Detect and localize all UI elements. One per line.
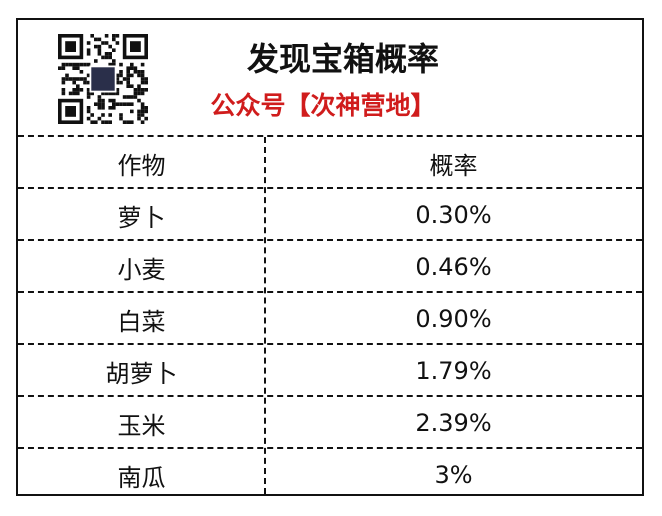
page-title: 发现宝箱概率 [246,40,439,78]
table-row: 萝卜 0.30% [18,187,642,241]
table-row: 玉米 2.39% [18,395,642,449]
crop-name: 玉米 [117,411,166,440]
probability-table: 发现宝箱概率 公众号【次神营地】 作物 概率 萝卜 0.30% 小麦 0.46% 白菜 0… [16,18,644,496]
crop-name: 萝卜 [117,203,166,232]
table-row: 白菜 0.90% [18,291,642,345]
probability-value: 0.90% [415,305,492,333]
probability-value: 0.46% [415,253,492,281]
probability-value: 2.39% [415,409,492,437]
table-row: 南瓜 3% [18,447,642,501]
crop-name: 白菜 [117,307,166,336]
table-row: 小麦 0.46% [18,239,642,293]
subtitle: 公众号【次神营地】 [210,91,436,120]
column-header-probability: 概率 [429,151,478,180]
crop-name: 小麦 [117,255,166,284]
table-header: 作物 概率 [18,135,642,189]
probability-value: 3% [434,461,473,489]
column-header-crop: 作物 [117,151,166,180]
crop-name: 胡萝卜 [105,359,178,388]
probability-value: 0.30% [415,201,492,229]
crop-name: 南瓜 [117,463,166,492]
qr-code-icon [58,34,148,124]
column-divider [264,137,266,494]
table-row: 胡萝卜 1.79% [18,343,642,397]
probability-value: 1.79% [415,357,492,385]
